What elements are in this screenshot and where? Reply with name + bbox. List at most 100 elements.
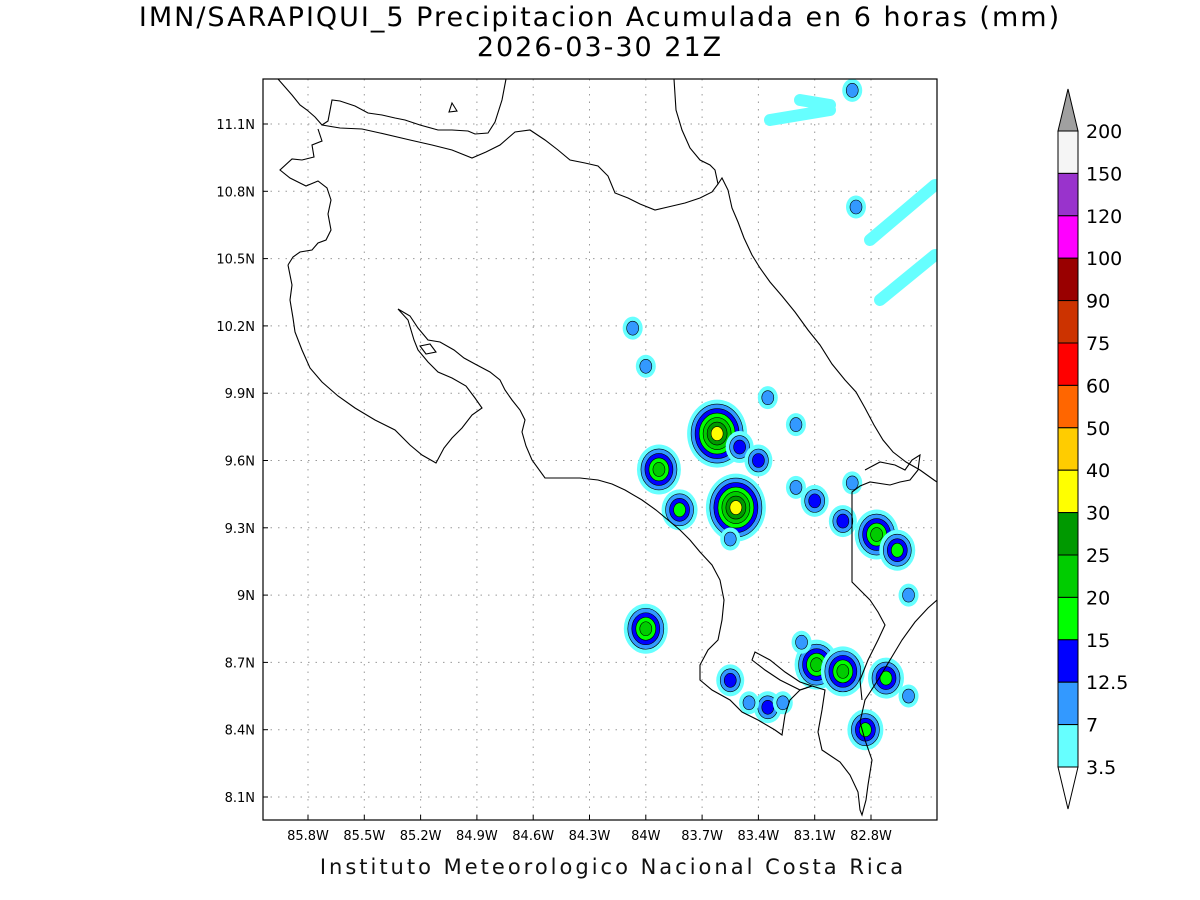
colorbar-top-arrow xyxy=(1057,88,1079,132)
precip-cell xyxy=(720,527,741,551)
precip-contour xyxy=(845,475,859,491)
precip-cell xyxy=(842,471,863,495)
precip-cell xyxy=(716,664,745,697)
colorbar-label: 40 xyxy=(1086,460,1110,482)
nicoya-island xyxy=(419,343,437,355)
precip-cell xyxy=(847,709,884,751)
map-axes: 85.8W 85.5W 85.2W 84.9W 84.6W 84.3W 84W 83.7W 83… xyxy=(216,118,892,844)
precip-cell xyxy=(687,399,748,468)
precip-contour xyxy=(902,587,915,603)
precip-contour xyxy=(723,531,737,547)
precip-contour xyxy=(836,664,850,679)
precip-cell xyxy=(757,386,778,410)
colorbar-swatch xyxy=(1057,724,1079,768)
colorbar-label: 100 xyxy=(1086,248,1122,270)
lat-tick-label: 10.5N xyxy=(216,253,255,268)
precip-contour xyxy=(789,480,803,495)
precip-contour xyxy=(723,673,737,688)
colorbar-swatch xyxy=(1057,300,1079,344)
lat-tick-label: 9.6N xyxy=(225,455,255,470)
colorbar: 3.5 7 12.5 15 20 25 30 40 50 60 75 90 100 120 150 200 xyxy=(1057,88,1128,810)
lat-tick-label: 11.1N xyxy=(216,118,255,133)
lat-tick-label: 9N xyxy=(237,589,255,604)
colorbar-swatch xyxy=(1057,681,1079,726)
precip-cell xyxy=(772,691,793,715)
colorbar-label: 30 xyxy=(1086,503,1110,525)
lon-tick-label: 84.9W xyxy=(456,829,498,844)
precip-contour xyxy=(870,527,883,542)
lat-tick-label: 8.1N xyxy=(225,791,255,806)
lon-tick-label: 83.4W xyxy=(737,829,779,844)
colorbar-label: 60 xyxy=(1086,375,1110,397)
lat-tick-label: 10.2N xyxy=(216,320,255,335)
colorbar-swatch xyxy=(1057,427,1079,471)
precip-cell xyxy=(868,657,905,699)
precip-contour xyxy=(742,695,756,711)
colorbar-label: 120 xyxy=(1086,206,1122,228)
precip-contour xyxy=(902,688,915,704)
precip-contour xyxy=(710,426,724,441)
colorbar-label: 25 xyxy=(1086,545,1110,567)
precip-contour xyxy=(859,722,872,738)
coastline-and-borders xyxy=(277,79,937,817)
lat-tick-label: 9.9N xyxy=(225,387,255,402)
precip-cell xyxy=(842,79,863,102)
precip-contour xyxy=(808,493,822,509)
precip-contour xyxy=(789,417,803,432)
colorbar-bottom-arrow xyxy=(1057,766,1079,810)
panama-border xyxy=(851,453,921,701)
colorbar-swatch xyxy=(1057,554,1079,598)
precip-contour xyxy=(733,439,746,455)
precip-cell xyxy=(845,195,866,219)
precip-cell xyxy=(879,529,916,571)
lon-tick-label: 84.6W xyxy=(512,829,554,844)
precip-cell xyxy=(744,444,773,477)
colorbar-swatch xyxy=(1057,257,1079,302)
precip-contour xyxy=(810,657,823,672)
precip-streak xyxy=(864,179,937,246)
precip-cell xyxy=(828,505,857,538)
precip-contour xyxy=(845,83,859,98)
colorbar-swatch xyxy=(1057,172,1079,217)
colorbar-label: 7 xyxy=(1086,715,1098,737)
precip-cell xyxy=(800,484,829,517)
precip-contour xyxy=(639,621,653,637)
map-background xyxy=(263,79,937,820)
colorbar-swatch xyxy=(1057,215,1079,259)
lat-tick-label: 8.7N xyxy=(225,656,255,671)
lon-tick-label: 83.7W xyxy=(681,829,723,844)
colorbar-label: 200 xyxy=(1086,121,1122,143)
precip-contour xyxy=(729,500,743,515)
colorbar-label: 90 xyxy=(1086,291,1110,313)
colorbar-swatch xyxy=(1057,596,1079,641)
precip-contour xyxy=(879,670,893,686)
precip-cell xyxy=(739,691,760,715)
lat-tick-label: 9.3N xyxy=(225,522,255,537)
colorbar-swatch xyxy=(1057,130,1079,174)
lon-tick-label: 84W xyxy=(631,829,661,844)
caribbean-coast xyxy=(717,176,937,483)
colorbar-swatch xyxy=(1057,512,1079,556)
map-subtitle: 2026-03-30 21Z xyxy=(476,32,724,63)
precip-contour xyxy=(849,199,863,215)
precip-contour xyxy=(890,542,904,558)
precip-contour xyxy=(836,513,850,529)
precip-streak xyxy=(794,94,836,111)
precip-cell xyxy=(661,489,698,531)
map-frame xyxy=(262,78,938,821)
lat-tick-label: 10.8N xyxy=(216,185,255,200)
precip-cell xyxy=(820,646,865,697)
lake-island xyxy=(448,101,458,113)
precip-contour xyxy=(761,390,775,405)
lon-tick-label: 83.1W xyxy=(794,829,836,844)
precip-cell xyxy=(785,475,806,499)
colorbar-swatch xyxy=(1057,469,1079,514)
lon-tick-label: 85.8W xyxy=(287,829,329,844)
precip-streak xyxy=(874,249,937,306)
precip-streak xyxy=(764,104,836,126)
precip-contour xyxy=(639,358,653,374)
credit-text: Instituto Meteorologico Nacional Costa R… xyxy=(319,855,907,879)
precip-contour xyxy=(795,634,808,650)
precip-cell xyxy=(635,354,656,378)
colorbar-label: 12.5 xyxy=(1086,672,1128,694)
